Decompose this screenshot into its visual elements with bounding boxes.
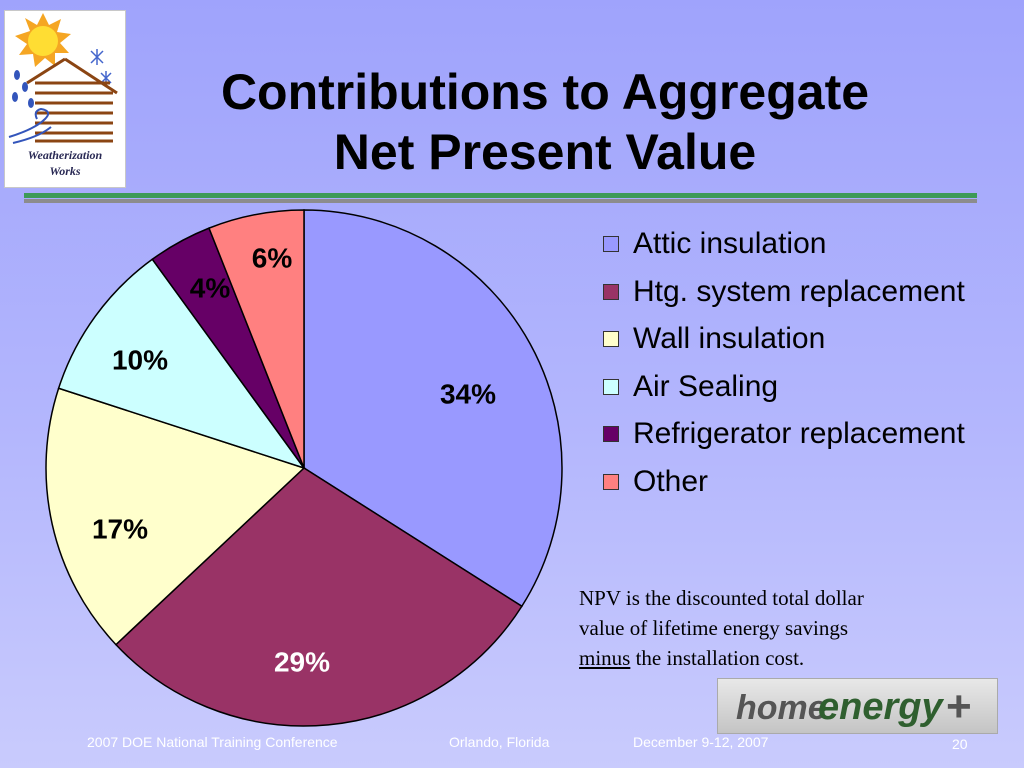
home-energy-logo-artwork: home energy +: [736, 682, 972, 731]
plus-icon: +: [946, 682, 972, 731]
logo-caption: Weatherization Works: [5, 147, 125, 179]
legend-swatch: [603, 426, 619, 443]
pie-slice-value-label: 6%: [252, 242, 293, 273]
home-energy-logo: home energy +: [717, 678, 998, 734]
pie-slice-htg-system-replacement: [114, 467, 523, 727]
legend-swatch: [603, 473, 619, 490]
npv-note-line3: minus the installation cost.: [579, 643, 959, 673]
title-divider-gray: [24, 199, 977, 203]
npv-note-line3-rest: the installation cost.: [630, 646, 805, 670]
home-energy-logo-part1: home: [736, 689, 827, 727]
footer-dates: December 9-12, 2007: [633, 734, 769, 750]
home-energy-logo-part2: energy: [818, 686, 944, 728]
sun-icon: [15, 13, 71, 67]
pie-slice-value-label: 29%: [274, 646, 330, 677]
pie-slice-value-label: 34%: [440, 378, 496, 409]
footer-event: 2007 DOE National Training Conference: [87, 734, 338, 750]
npv-note-line1: NPV is the discounted total dollar: [579, 586, 864, 610]
legend-label: Air Sealing: [633, 369, 779, 403]
logo-artwork: [8, 13, 118, 144]
pie-slice-value-label: 17%: [92, 513, 148, 544]
npv-note-emphasis: minus: [579, 646, 631, 670]
wind-icon: [8, 107, 52, 144]
legend-swatch: [603, 236, 619, 252]
legend-label: Refrigerator replacement: [633, 417, 965, 451]
logo-caption-line1: Weatherization: [27, 148, 103, 162]
npv-note: NPV is the discounted total dollar value…: [579, 583, 959, 673]
legend-label: Attic insulation: [633, 227, 827, 260]
legend-label: Wall insulation: [633, 322, 826, 356]
pie-slice-value-label: 10%: [112, 344, 168, 375]
npv-note-line2: value of lifetime energy savings: [579, 616, 849, 640]
slide-title-line2: Net Present Value: [333, 124, 757, 180]
title-divider-green: [24, 193, 977, 198]
slide-title-line1: Contributions to Aggregate: [220, 64, 870, 120]
legend-swatch: [603, 378, 619, 395]
footer-page-number: 20: [952, 736, 968, 752]
legend-swatch: [603, 331, 619, 348]
pie-slice-other: [208, 209, 305, 469]
footer-location: Orlando, Florida: [449, 734, 550, 750]
legend-label: Other: [633, 464, 709, 498]
pie-slice-attic-insulation: [303, 209, 563, 608]
legend-swatch: [603, 283, 619, 300]
weatherization-works-logo: Weatherization Works: [4, 10, 126, 188]
legend-label: Htg. system replacement: [633, 274, 965, 308]
logo-caption-line2: Works: [49, 164, 81, 178]
pie-slice-wall-insulation: [45, 387, 306, 646]
pie-slice-air-sealing: [57, 258, 306, 470]
rain-icon: [12, 70, 34, 108]
pie-slice-value-label: 4%: [190, 272, 231, 303]
slide-title: Contributions to Aggregate Net Present V…: [120, 62, 970, 182]
